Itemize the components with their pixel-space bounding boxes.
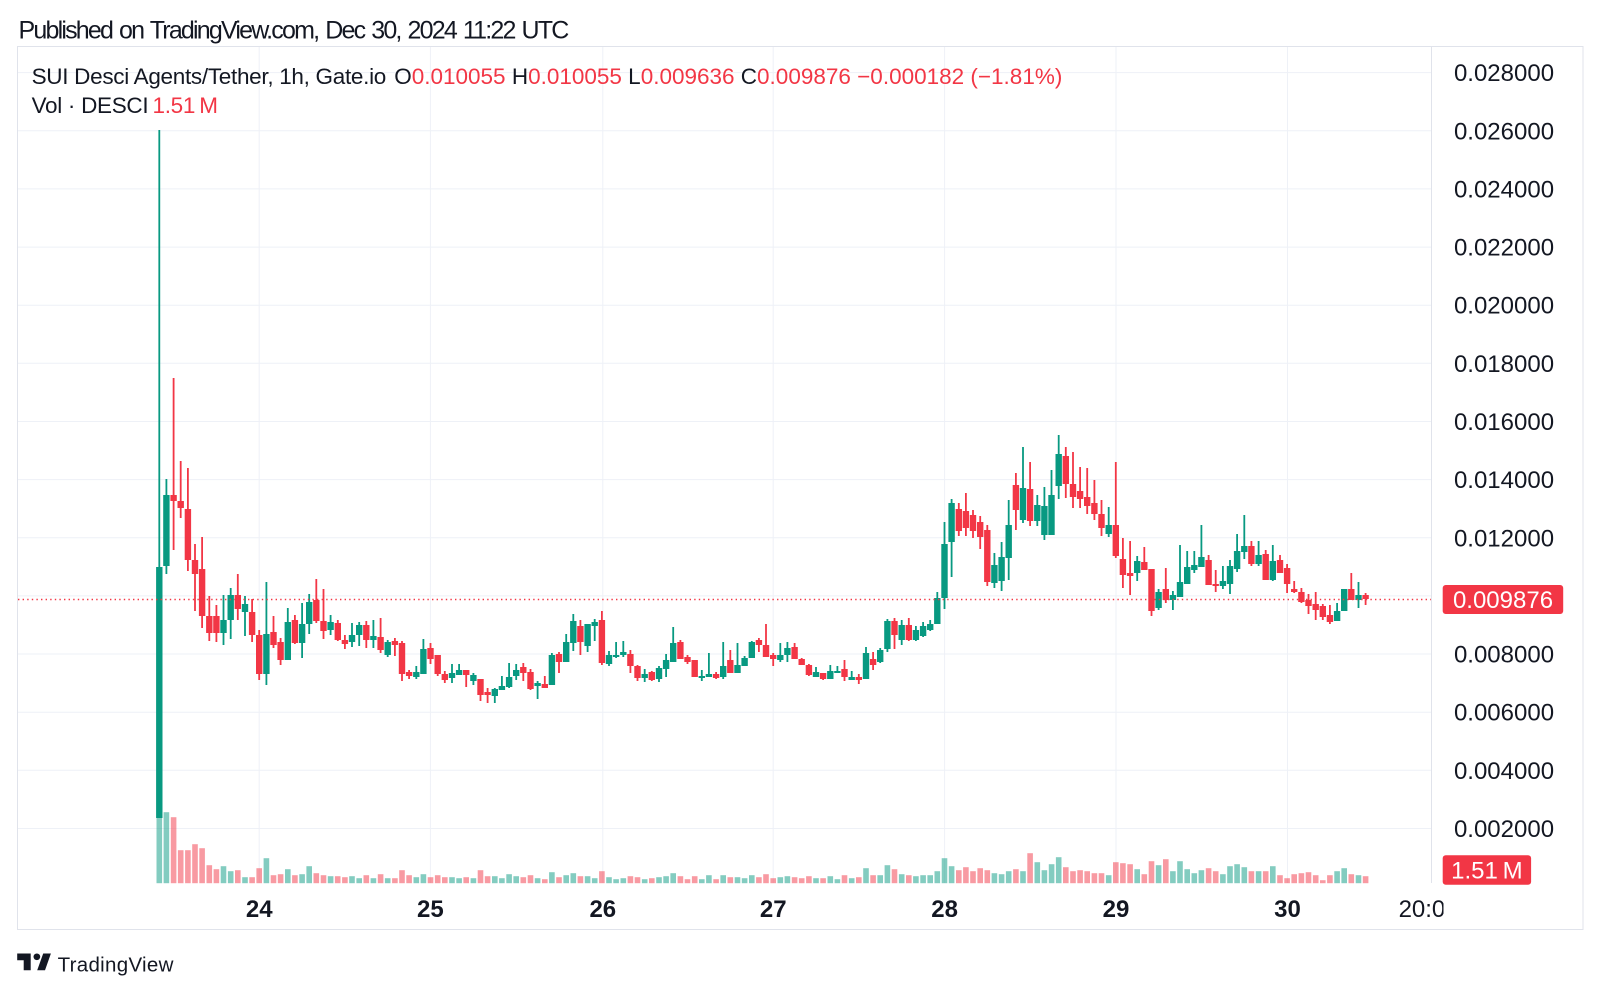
svg-text:0.028000: 0.028000 — [1454, 60, 1554, 87]
svg-text:Published on TradingView.com,: Published on TradingView.com, Dec 30, 20… — [19, 17, 570, 45]
svg-text:24: 24 — [246, 896, 273, 923]
svg-text:0.022000: 0.022000 — [1454, 235, 1554, 262]
svg-text:0.006000: 0.006000 — [1454, 700, 1554, 727]
svg-text:Vol · DESCI: Vol · DESCI — [32, 93, 149, 118]
svg-text:0.014000: 0.014000 — [1454, 467, 1554, 494]
svg-text:25: 25 — [417, 896, 444, 923]
svg-text:0.024000: 0.024000 — [1454, 176, 1554, 203]
svg-text:0.008000: 0.008000 — [1454, 642, 1554, 669]
svg-text:0.018000: 0.018000 — [1454, 351, 1554, 378]
svg-text:1.51 M: 1.51 M — [153, 93, 218, 118]
svg-text:0.004000: 0.004000 — [1454, 758, 1554, 785]
svg-text:0.016000: 0.016000 — [1454, 409, 1554, 436]
svg-text:0.012000: 0.012000 — [1454, 525, 1554, 552]
svg-text:SUI Desci Agents/Tether, 1h, G: SUI Desci Agents/Tether, 1h, Gate.io — [32, 64, 386, 89]
svg-text:27: 27 — [760, 896, 787, 923]
svg-text:TradingView: TradingView — [58, 954, 174, 977]
svg-text:20:00: 20:00 — [1399, 896, 1459, 923]
svg-text:26: 26 — [589, 896, 616, 923]
svg-text:0.020000: 0.020000 — [1454, 293, 1554, 320]
svg-text:0.026000: 0.026000 — [1454, 118, 1554, 145]
svg-text:29: 29 — [1103, 896, 1130, 923]
svg-text:28: 28 — [931, 896, 958, 923]
svg-text:30: 30 — [1274, 896, 1301, 923]
svg-text:1.51 M: 1.51 M — [1451, 858, 1523, 885]
svg-text:0.009876: 0.009876 — [1453, 587, 1553, 614]
svg-text:O0.010055 H0.010055 L0.00963: O0.010055 H0.010055 L0.009636 C0.009876 … — [394, 64, 1062, 89]
svg-text:0.002000: 0.002000 — [1454, 816, 1554, 843]
